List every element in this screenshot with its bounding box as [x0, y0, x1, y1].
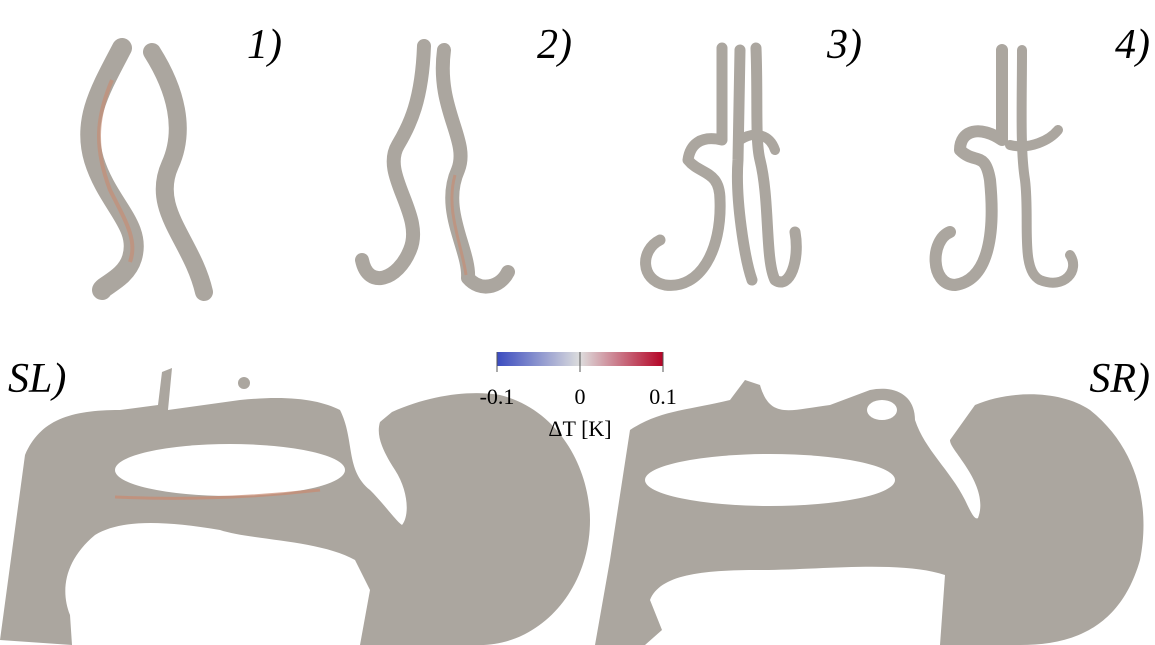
panel-label: 2) [537, 22, 572, 68]
section-2 [362, 46, 508, 287]
section-4 [936, 50, 1074, 285]
figure: 1) 2) 3) 4) SL) SR) -0.1 0 0.1 ΔT [K] [0, 0, 1155, 645]
colorbar-tick-label: 0.1 [649, 384, 677, 409]
panel-label: SR) [1089, 356, 1150, 402]
panel-label: 3) [826, 22, 862, 68]
section-right [595, 380, 1143, 645]
panel-label: 1) [247, 22, 282, 68]
section-1 [90, 48, 204, 292]
section-left [0, 368, 590, 645]
colorbar-tick-label: 0 [575, 384, 586, 409]
panel-label: 4) [1115, 22, 1150, 68]
colorbar-label: ΔT [K] [548, 416, 611, 441]
colorbar-tick-label: -0.1 [480, 384, 515, 409]
section-3 [646, 48, 797, 285]
panel-label: SL) [8, 356, 66, 402]
